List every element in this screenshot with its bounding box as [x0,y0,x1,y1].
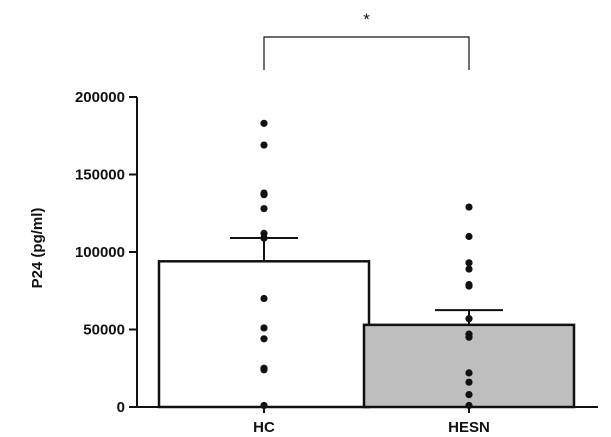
data-point [260,205,268,213]
y-tick-label: 0 [117,399,125,416]
data-point [260,191,268,199]
bar-hc [157,260,371,409]
data-point [465,259,473,267]
significance-bracket: * [263,10,470,70]
data-point [260,234,268,242]
y-axis-title: P24 (pg/ml) [29,208,46,289]
x-tick-label: HC [253,419,275,436]
data-point [465,333,473,341]
significance-label: * [363,10,370,29]
x-tick-label: HESN [448,419,490,436]
data-point [465,378,473,386]
data-point [260,324,268,332]
data-point [260,366,268,374]
data-point [465,203,473,211]
data-point [465,401,473,410]
data-points [260,119,473,410]
data-point [260,335,268,343]
data-point [465,232,473,241]
bracket-line [263,36,470,70]
y-tick-label: 150000 [75,167,125,184]
y-tick-label: 100000 [75,244,125,261]
data-point [465,265,473,273]
data-point [260,119,268,127]
data-point [465,369,473,377]
bars [157,260,576,409]
axis-labels: 0 50000 100000 150000 200000 HC HESN [75,89,490,436]
data-point [260,141,268,149]
data-point [465,391,473,399]
data-point [260,401,268,410]
data-point [260,294,268,303]
data-point [465,315,473,323]
data-point [465,282,473,290]
y-tick-label: 200000 [75,89,125,106]
y-tick-label: 50000 [83,322,125,339]
